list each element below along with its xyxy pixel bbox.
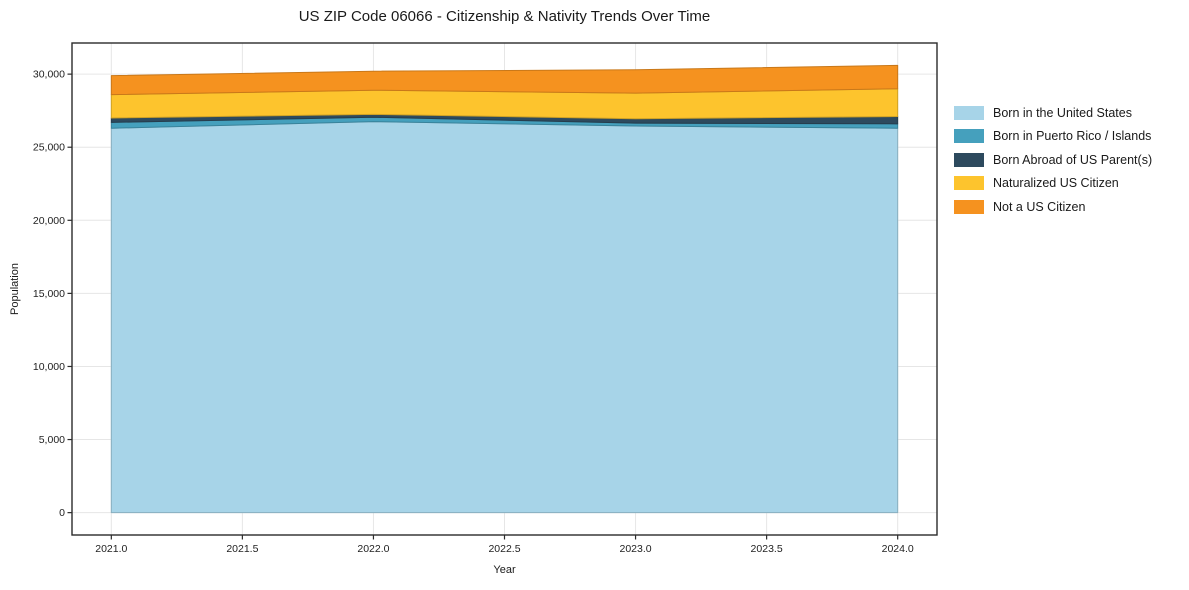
legend-swatch — [954, 199, 984, 214]
legend-swatch — [954, 105, 984, 120]
legend-item: Born in the United States — [954, 101, 1152, 125]
legend-label: Naturalized US Citizen — [993, 176, 1119, 191]
legend-label: Born in the United States — [993, 105, 1132, 120]
legend: Born in the United States Born in Puerto… — [954, 101, 1152, 219]
x-tick-label: 2024.0 — [882, 543, 914, 555]
legend-label: Born Abroad of US Parent(s) — [993, 152, 1153, 167]
x-axis-label: Year — [493, 564, 516, 576]
area-not-a-us-citizen — [110, 64, 899, 96]
y-tick-label: 25,000 — [33, 142, 65, 154]
area-naturalized-us-citizen — [110, 88, 899, 120]
legend-item: Born in Puerto Rico / Islands — [954, 125, 1152, 149]
x-tick-label: 2021.0 — [95, 543, 127, 555]
x-tick-label: 2021.5 — [226, 543, 258, 555]
y-axis-label: Population — [9, 263, 21, 315]
x-tick-label: 2023.5 — [751, 543, 783, 555]
legend-label: Born in Puerto Rico / Islands — [993, 129, 1152, 144]
legend-swatch — [954, 129, 984, 144]
legend-swatch — [954, 152, 984, 167]
legend-swatch — [954, 176, 984, 191]
legend-item: Not a US Citizen — [954, 195, 1152, 219]
x-tick-label: 2022.0 — [357, 543, 389, 555]
legend-item: Born Abroad of US Parent(s) — [954, 148, 1152, 172]
x-tick-label: 2022.5 — [488, 543, 520, 555]
y-tick-label: 15,000 — [33, 288, 65, 300]
y-tick-label: 20,000 — [33, 215, 65, 227]
legend-label: Not a US Citizen — [993, 199, 1086, 214]
y-tick-label: 0 — [59, 507, 65, 519]
area-born-in-the-united-states — [110, 121, 899, 514]
y-tick-label: 5,000 — [39, 434, 65, 446]
y-tick-label: 10,000 — [33, 361, 65, 373]
chart-title: US ZIP Code 06066 - Citizenship & Nativi… — [298, 8, 711, 25]
legend-item: Naturalized US Citizen — [954, 172, 1152, 196]
y-tick-label: 30,000 — [33, 69, 65, 81]
x-tick-label: 2023.0 — [619, 543, 651, 555]
